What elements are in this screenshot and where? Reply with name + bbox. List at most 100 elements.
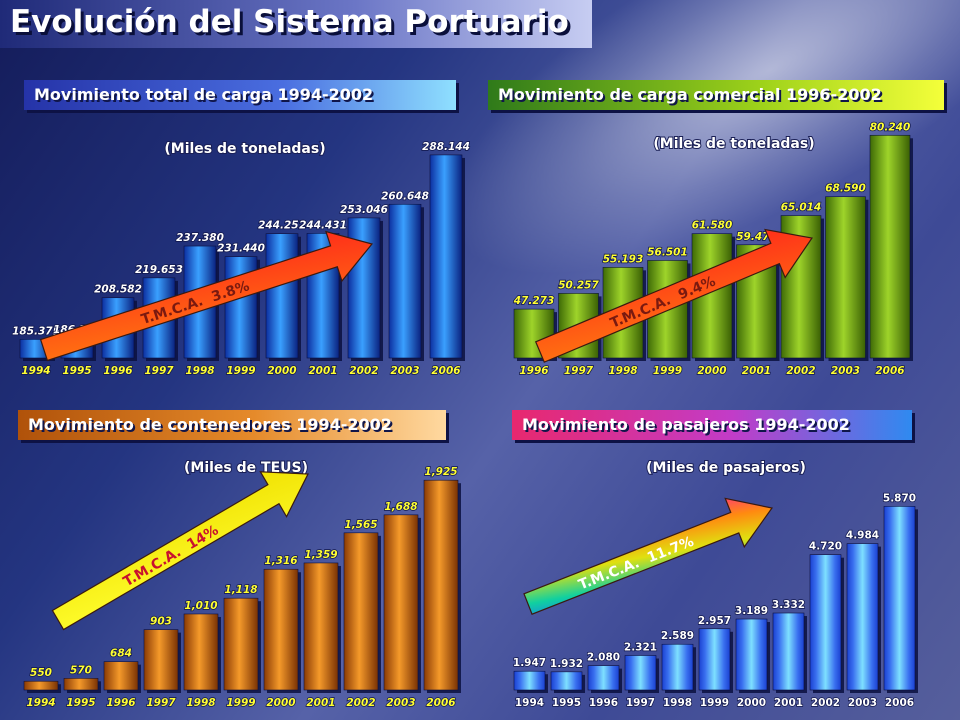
- bar-2003: [825, 196, 866, 359]
- value-label-2000: 61.580: [692, 220, 733, 232]
- bar-2001: [772, 612, 805, 691]
- chart-1: (Miles de toneladas)185.3751994186.26119…: [11, 140, 470, 378]
- category-label-1995: 1995: [552, 697, 581, 709]
- value-label-1999: 231.440: [217, 243, 265, 255]
- bar-1999: [698, 628, 731, 691]
- value-label-1996: 684: [110, 648, 132, 660]
- chart-4: (Miles de pasajeros) 1.947 1994 1.932 1995 2.…: [512, 459, 918, 710]
- page-title-banner: Evolución del Sistema Portuario: [0, 0, 592, 48]
- category-label-1998: 1998: [186, 697, 215, 709]
- bar-2003: [846, 543, 879, 691]
- category-label-2003: 2003: [390, 365, 419, 377]
- value-label-2000: 3.189: [735, 605, 768, 617]
- category-label-1998: 1998: [663, 697, 692, 709]
- category-label-2003: 2003: [848, 697, 877, 709]
- category-label-2001: 2001: [742, 365, 771, 377]
- chart-2-title: Movimiento de carga comercial 1996-2002: [488, 80, 944, 110]
- chart-4-subtitle: (Miles de pasajeros): [646, 460, 806, 476]
- value-label-2000: 1,316: [264, 555, 297, 567]
- category-label-1996: 1996: [589, 697, 618, 709]
- value-label-1994: 550: [30, 667, 52, 679]
- bar-1998: [661, 643, 694, 691]
- category-label-1995: 1995: [66, 697, 95, 709]
- value-label-1998: 237.380: [176, 232, 224, 244]
- category-label-1996: 1996: [519, 365, 548, 377]
- value-label-1998: 2.589: [661, 630, 694, 642]
- value-label-1995: 1.932: [550, 658, 583, 670]
- category-label-2006: 2006: [885, 697, 914, 709]
- value-label-2001: 3.332: [772, 599, 805, 611]
- category-label-1997: 1997: [146, 697, 176, 709]
- category-label-2001: 2001: [308, 365, 337, 377]
- bar-1994: [513, 670, 546, 691]
- chart-3: (Miles de TEUS)5501994570199568419969031…: [23, 459, 461, 710]
- value-label-1996: 2.080: [587, 652, 620, 664]
- value-label-2003: 68.590: [825, 183, 866, 195]
- value-label-2003: 1,688: [384, 501, 417, 513]
- category-label-2000: 2000: [697, 365, 726, 377]
- bar-2002: [809, 554, 842, 691]
- value-label-1999: 2.957: [698, 615, 731, 627]
- value-label-1996: 208.582: [94, 284, 142, 296]
- value-label-1997: 2.321: [624, 641, 657, 653]
- value-label-1996: 47.273: [513, 295, 555, 307]
- category-label-2000: 2000: [267, 365, 296, 377]
- value-label-1994: 185.375: [12, 325, 60, 337]
- bar-2006: [869, 134, 911, 359]
- bar-1998: [183, 613, 219, 691]
- category-label-1998: 1998: [608, 365, 637, 377]
- chart-1-title: Movimiento total de carga 1994-2002: [24, 80, 456, 110]
- value-label-2003: 260.648: [381, 190, 429, 202]
- category-label-1994: 1994: [515, 697, 544, 709]
- bar-1995: [550, 671, 583, 691]
- bar-2003: [388, 203, 422, 359]
- bar-1997: [143, 629, 179, 691]
- bar-1994: [23, 680, 59, 691]
- bar-1996: [103, 661, 139, 691]
- bar-1996: [587, 665, 620, 691]
- category-label-1995: 1995: [62, 365, 91, 377]
- arrow-shape: [534, 228, 814, 363]
- value-label-2006: 1,925: [424, 466, 457, 478]
- bar-2006: [429, 154, 463, 359]
- value-label-2006: 288.144: [422, 141, 470, 153]
- value-label-1999: 1,118: [224, 584, 257, 596]
- value-label-2000: 244.252: [258, 220, 306, 232]
- category-label-1999: 1999: [226, 697, 255, 709]
- arrow-shape: [51, 471, 309, 631]
- value-label-1994: 1.947: [513, 657, 546, 669]
- arrow-shape: [523, 497, 774, 616]
- value-label-1998: 1,010: [184, 600, 217, 612]
- value-label-2001: 244.431: [299, 219, 347, 231]
- bar-1997: [624, 655, 657, 691]
- value-label-2003: 4.984: [846, 530, 879, 542]
- category-label-1998: 1998: [185, 365, 214, 377]
- category-label-1999: 1999: [700, 697, 729, 709]
- category-label-2006: 2006: [431, 365, 460, 377]
- chart-2-subtitle: (Miles de toneladas): [653, 136, 814, 152]
- category-label-2002: 2002: [786, 365, 815, 377]
- bar-2000: [265, 233, 299, 359]
- bar-2001: [303, 562, 339, 691]
- category-label-2003: 2003: [386, 697, 415, 709]
- bar-2006: [883, 506, 916, 691]
- category-label-1999: 1999: [226, 365, 255, 377]
- category-label-1996: 1996: [103, 365, 132, 377]
- value-label-1999: 56.501: [647, 246, 688, 258]
- value-label-1995: 570: [70, 664, 92, 676]
- category-label-2001: 2001: [774, 697, 803, 709]
- category-label-1994: 1994: [21, 365, 50, 377]
- chart-4-title: Movimiento de pasajeros 1994-2002: [512, 410, 912, 440]
- value-label-1997: 50.257: [558, 279, 599, 291]
- value-label-2002: 65.014: [781, 202, 822, 214]
- category-label-2001: 2001: [306, 697, 335, 709]
- category-label-2000: 2000: [737, 697, 766, 709]
- chart-3-title: Movimiento de contenedores 1994-2002: [18, 410, 446, 440]
- category-label-1999: 1999: [653, 365, 682, 377]
- category-label-2006: 2006: [426, 697, 455, 709]
- category-label-1997: 1997: [144, 365, 174, 377]
- arrow-shape: [39, 230, 374, 362]
- category-label-1997: 1997: [564, 365, 594, 377]
- chart-2: (Miles de toneladas) 47.273 1996 50.257 1997…: [512, 121, 913, 378]
